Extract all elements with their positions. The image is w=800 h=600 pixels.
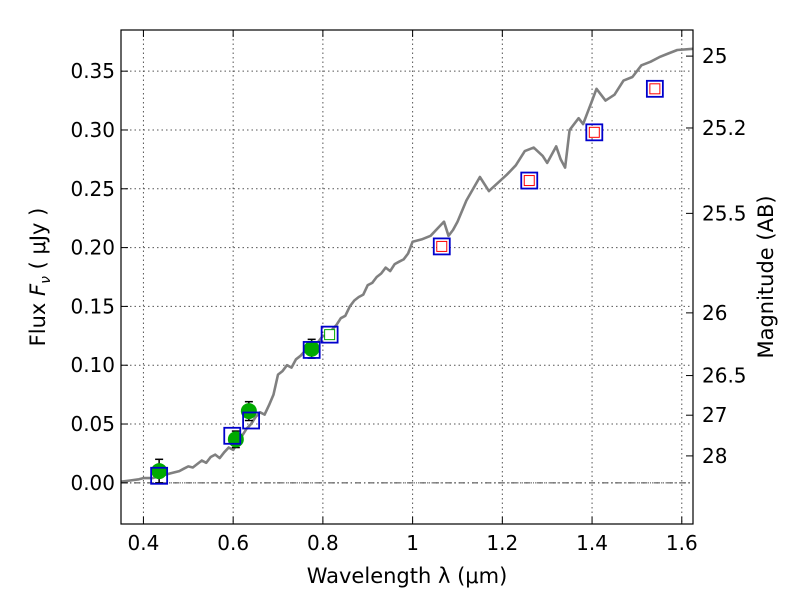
y-tick-label: 0.25: [70, 177, 115, 201]
series-layer: [120, 47, 694, 485]
x-tick-label: 0.6: [217, 531, 249, 555]
y-tick-label: 0.15: [70, 294, 115, 318]
x-tick-label: 1.6: [666, 531, 698, 555]
model-sed-line: [120, 47, 694, 483]
plot-area: [121, 30, 693, 524]
model-band-inner-square: [588, 126, 600, 138]
y-axis-label-prefix: Flux: [26, 296, 50, 346]
y-tick-label: 0.00: [70, 471, 115, 495]
model-band-square: [223, 426, 242, 445]
x-axis-label: Wavelength λ (μm): [307, 564, 508, 588]
plot-frame: [120, 29, 694, 525]
y-axis-label-unit: ( μJy ): [26, 208, 50, 276]
y-tick-label: 0.10: [70, 353, 115, 377]
y2-tick-label: 25.5: [702, 201, 747, 225]
y2-tick-label: 25: [702, 44, 727, 68]
observed-point: [227, 431, 244, 448]
model-band-inner-square: [523, 175, 535, 187]
model-band-inner-square: [324, 329, 336, 341]
y2-tick-label: 27: [702, 403, 727, 427]
x-tick-label: 1: [406, 531, 419, 555]
y2-tick-label: 25.2: [702, 116, 747, 140]
model-band-square: [585, 123, 604, 142]
y2-tick-label: 28: [702, 444, 727, 468]
y-tick-label: 0.20: [70, 236, 115, 260]
y-axis-label-subscript: ν: [38, 276, 54, 284]
model-band-inner-square: [436, 240, 448, 252]
model-band-square: [432, 237, 451, 256]
model-band-square: [242, 411, 261, 430]
model-band-square: [645, 79, 664, 98]
x-tick-label: 1.4: [576, 531, 608, 555]
observed-point: [151, 463, 168, 480]
tick-labels: 0.4 0.6 0.8 1 1.2 1.4 1.6 0.00 0.05 0.10 0.15 0.20 0…: [70, 44, 746, 555]
y2-axis-label: Magnitude (AB): [754, 195, 778, 358]
y-tick-label: 0.05: [70, 412, 115, 436]
y-tick-label: 0.30: [70, 118, 115, 142]
x-tick-label: 1.2: [486, 531, 518, 555]
model-band-square: [150, 466, 169, 485]
y-tick-label: 0.35: [70, 59, 115, 83]
x-tick-label: 0.4: [128, 531, 160, 555]
tick-marks: [121, 30, 693, 524]
model-band-square: [520, 171, 539, 190]
observed-point: [240, 403, 257, 420]
x-tick-label: 0.8: [307, 531, 339, 555]
y2-tick-label: 26: [702, 301, 727, 325]
y-axis-label-symbol: F: [26, 283, 50, 296]
y2-tick-label: 26.5: [702, 364, 747, 388]
model-band-inner-square: [649, 83, 661, 95]
observed-point: [303, 340, 320, 357]
model-band-square: [320, 325, 339, 344]
y-axis-label: Flux Fν ( μJy ): [26, 208, 54, 347]
model-band-square: [302, 341, 321, 359]
